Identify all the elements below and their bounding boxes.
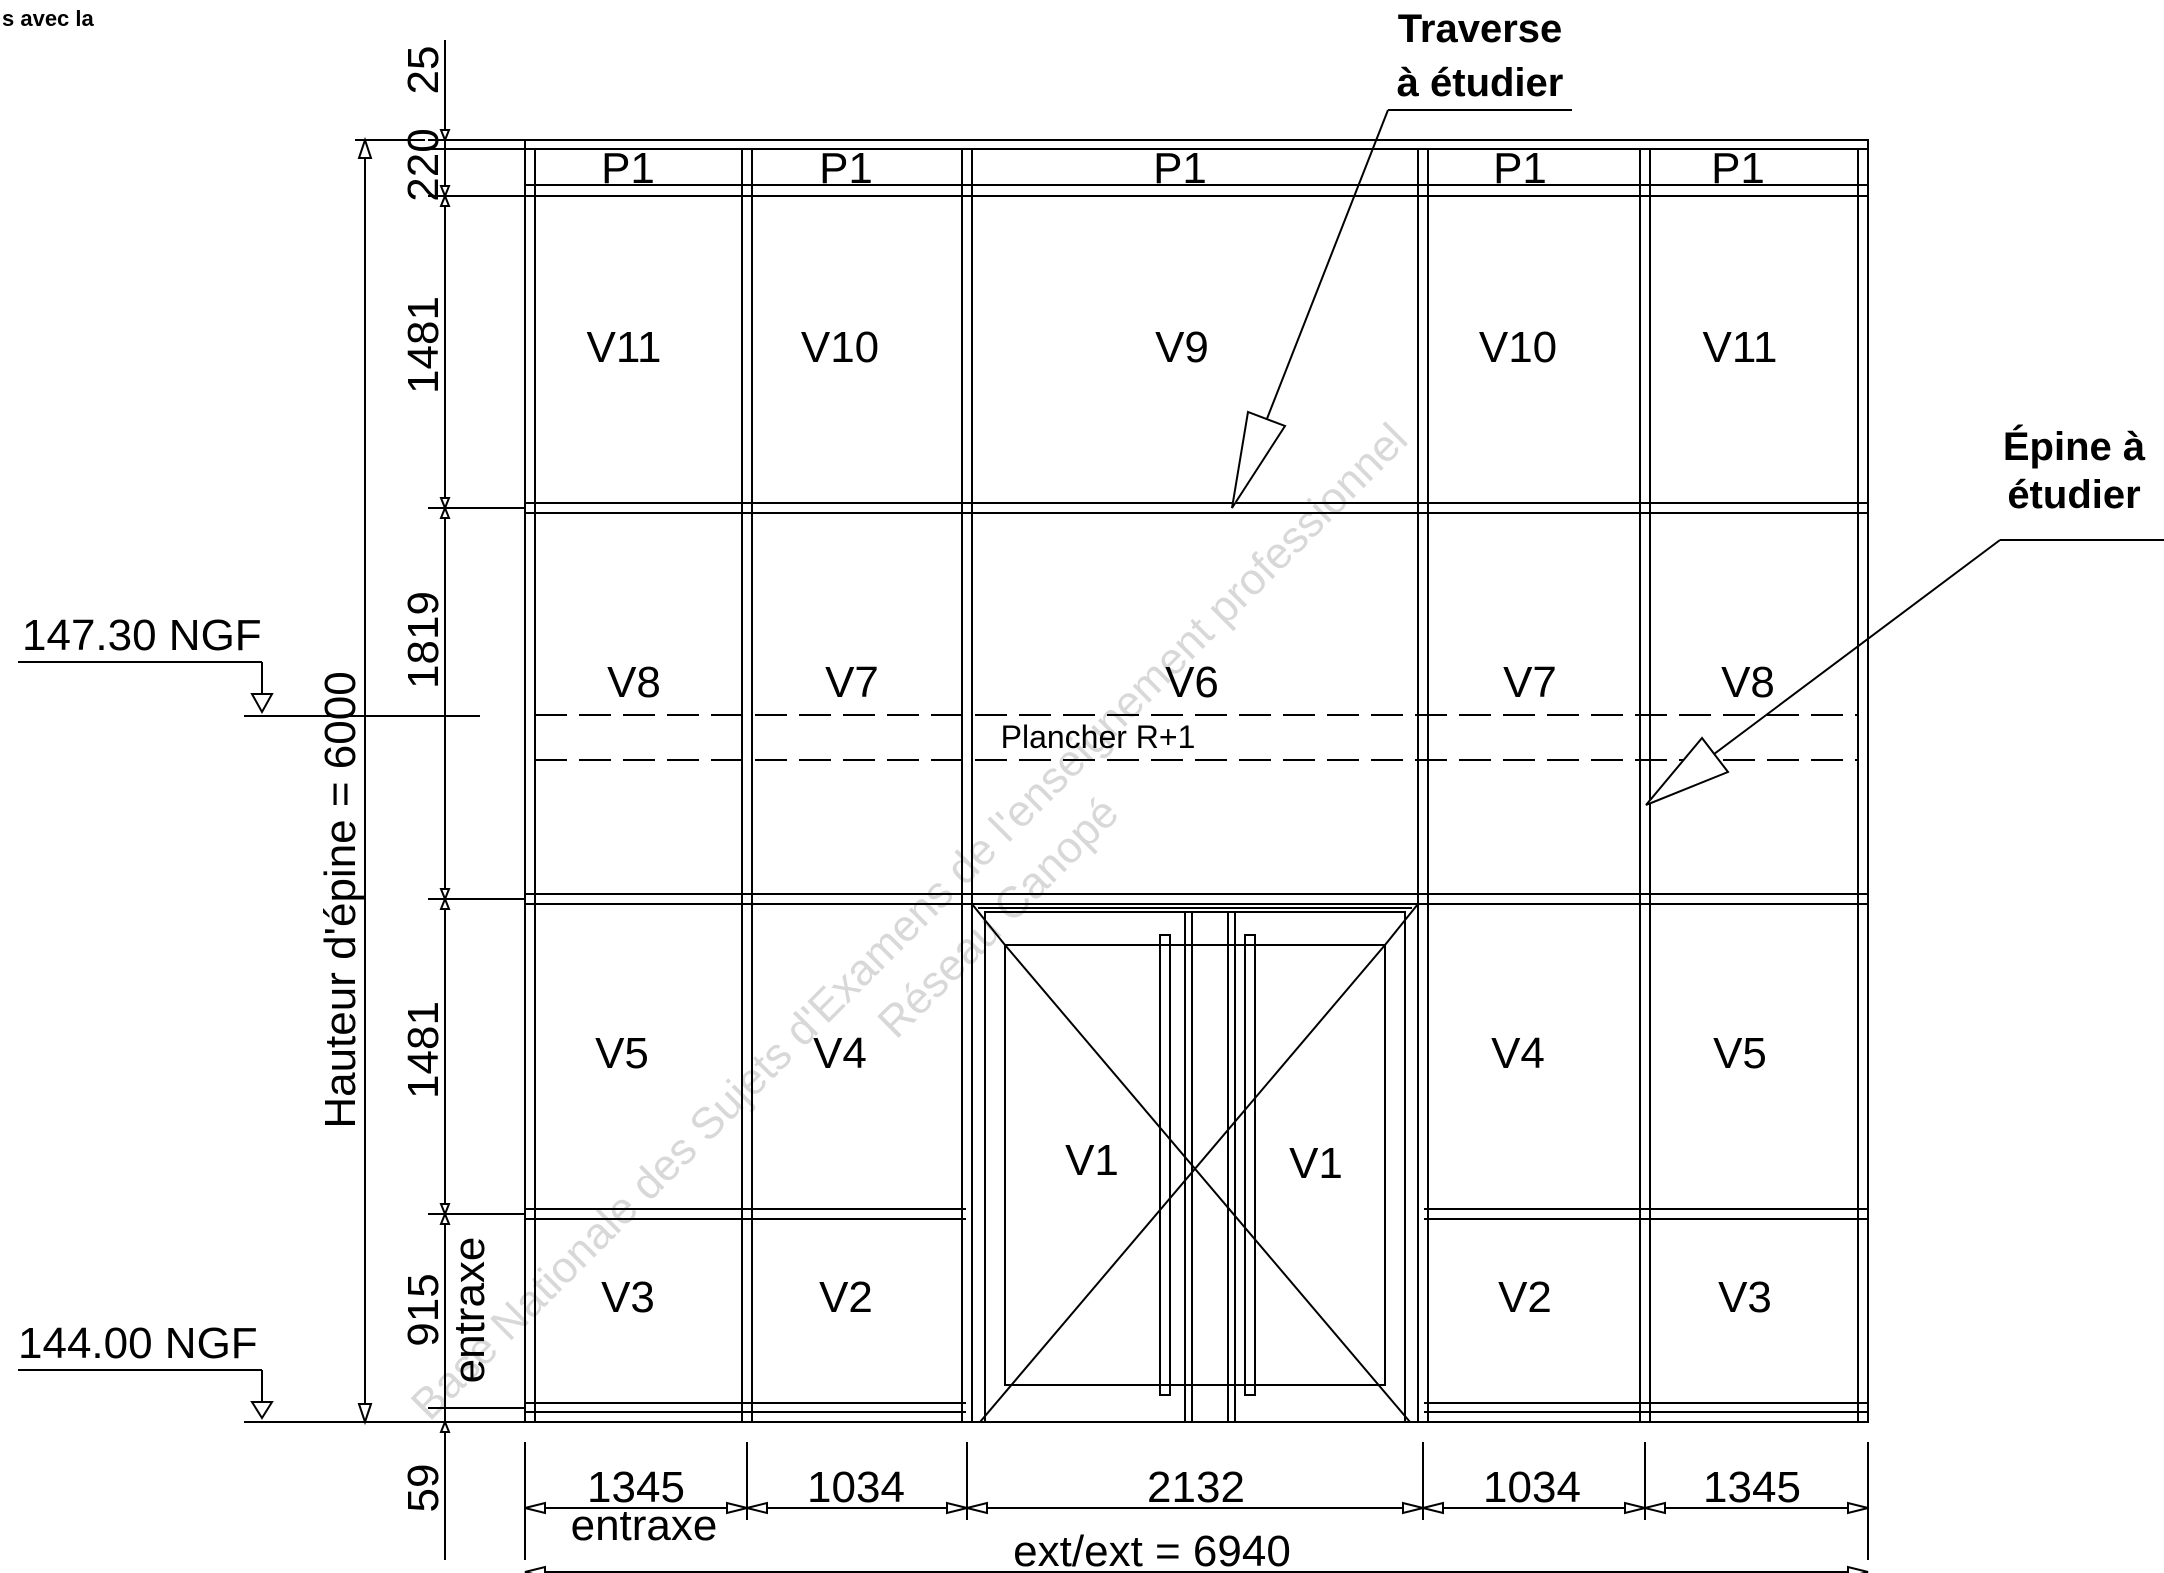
entraxe-vertical: entraxe [445, 1237, 494, 1384]
panel-p1-4: P1 [1493, 144, 1547, 193]
callout-traverse: Traverse à étudier [1231, 7, 1572, 509]
level-upper-label: 147.30 NGF [22, 611, 262, 660]
horizontal-dimension-labels: 1345 entraxe 1034 2132 1034 1345 ext/ext… [571, 1463, 1801, 1573]
corner-text: s avec la [2, 6, 95, 31]
dim-1481-top: 1481 [399, 296, 448, 394]
panel-v8-left: V8 [607, 658, 661, 707]
panel-v2-right: V2 [1498, 1273, 1552, 1322]
panel-v8-right: V8 [1721, 658, 1775, 707]
vertical-dimension-labels: 25 220 1481 1819 1481 915 entraxe 59 [399, 46, 494, 1513]
dim-25: 25 [399, 46, 448, 95]
callout-epine: Épine à étudier [1645, 424, 2164, 806]
callout-epine-line2: étudier [2007, 473, 2140, 517]
panel-v6: V6 [1165, 658, 1219, 707]
level-lower-label: 144.00 NGF [18, 1319, 258, 1368]
watermark: Base Nationale des Sujets d'Examens de l… [402, 414, 1417, 1429]
horizontal-dimensions [524, 1442, 1869, 1573]
panel-v7-right: V7 [1503, 658, 1557, 707]
panel-p1-5: P1 [1711, 144, 1765, 193]
panel-v1-left: V1 [1065, 1136, 1119, 1185]
panel-p1-3: P1 [1153, 144, 1207, 193]
panel-v4-right: V4 [1491, 1029, 1545, 1078]
plancher-label: Plancher R+1 [1001, 719, 1196, 755]
dim-1034-left: 1034 [807, 1463, 905, 1512]
overall-dim: ext/ext = 6940 [1013, 1527, 1291, 1573]
panel-v5-left: V5 [595, 1029, 649, 1078]
dim-1481-low: 1481 [399, 1001, 448, 1099]
panel-v7-left: V7 [825, 658, 879, 707]
panel-v11-right: V11 [1702, 323, 1777, 372]
dim-915: 915 [399, 1273, 448, 1346]
panel-v2-left: V2 [819, 1273, 873, 1322]
panel-v4-left: V4 [813, 1029, 867, 1078]
callout-traverse-line1: Traverse [1398, 7, 1563, 51]
panel-v9: V9 [1155, 323, 1209, 372]
entraxe-horizontal: entraxe [571, 1501, 718, 1550]
panel-v10-left: V10 [801, 323, 879, 372]
panel-p1-1: P1 [601, 144, 655, 193]
callout-traverse-line2: à étudier [1397, 61, 1564, 105]
dim-1345-left: 1345 [587, 1463, 685, 1512]
panel-labels: P1 P1 P1 P1 P1 V11 V10 V9 V10 V11 V8 V7 … [586, 144, 1777, 1322]
watermark-line1: Base Nationale des Sujets d'Examens de l… [402, 414, 1417, 1429]
dim-2132: 2132 [1147, 1463, 1245, 1512]
callout-epine-line1: Épine à [2003, 424, 2146, 469]
facade-frame [524, 139, 1869, 1423]
hauteur-epine-dimension [355, 136, 425, 1426]
panel-v1-right: V1 [1289, 1139, 1343, 1188]
panel-v5-right: V5 [1713, 1029, 1767, 1078]
panel-v3-left: V3 [601, 1273, 655, 1322]
vertical-dimensions [428, 40, 525, 1560]
dim-1034-right: 1034 [1483, 1463, 1581, 1512]
panel-v11-left: V11 [586, 323, 661, 372]
dim-1819: 1819 [399, 591, 448, 689]
panel-v3-right: V3 [1718, 1273, 1772, 1322]
panel-p1-2: P1 [819, 144, 873, 193]
level-marker-upper: 147.30 NGF [18, 611, 480, 717]
dim-1345-right: 1345 [1703, 1463, 1801, 1512]
panel-v10-right: V10 [1479, 323, 1557, 372]
dim-59: 59 [399, 1464, 448, 1513]
hauteur-epine-label: Hauteur d'épine = 6000 [316, 671, 365, 1128]
level-marker-lower: 144.00 NGF [18, 1319, 525, 1423]
